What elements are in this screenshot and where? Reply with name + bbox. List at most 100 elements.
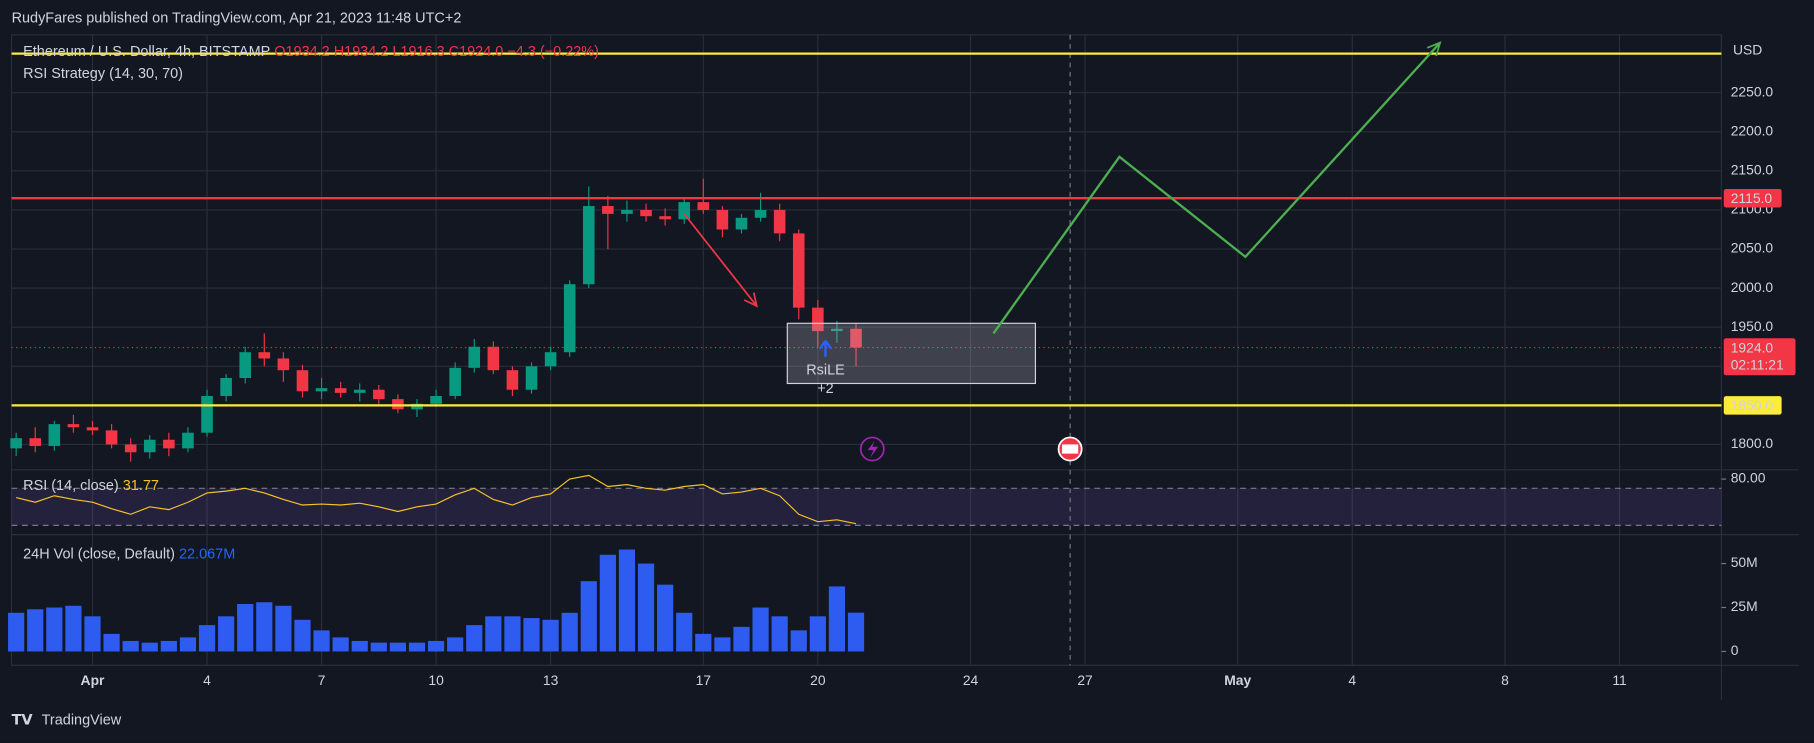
volume-bar <box>332 637 349 652</box>
candle-body <box>353 389 366 393</box>
candle-body <box>10 438 22 449</box>
volume-bar <box>676 612 693 652</box>
level-label-box <box>1723 188 1782 208</box>
volume-bar <box>427 640 445 652</box>
candle-body <box>220 378 232 396</box>
candle-body <box>525 366 538 390</box>
candle-body <box>678 202 691 220</box>
volume-bar <box>695 633 712 652</box>
volume-bar <box>313 630 330 652</box>
candle-body <box>315 388 328 392</box>
y-tick-label: 50M <box>1731 554 1758 570</box>
volume-bar <box>198 625 216 652</box>
volume-value: 22.067M <box>179 546 235 562</box>
candle-body <box>105 430 118 445</box>
candle-body <box>143 439 156 453</box>
y-tick-label: 2250.0 <box>1731 83 1774 99</box>
volume-bar <box>466 625 483 652</box>
marks <box>8 41 1722 652</box>
candle-body <box>812 307 824 332</box>
candle-body <box>792 233 805 308</box>
candle-body <box>124 444 137 453</box>
x-tick-label: May <box>1224 672 1251 688</box>
candle-body <box>773 209 786 234</box>
volume-bar <box>141 642 158 652</box>
x-tick-label: 24 <box>963 672 979 688</box>
candle-body <box>468 346 481 368</box>
candle-body <box>831 328 843 332</box>
low: L1916.3 <box>392 44 444 60</box>
countdown: 02:11:21 <box>1731 357 1784 373</box>
projection-head <box>1426 41 1442 57</box>
footer[interactable]: TradingView <box>42 713 122 729</box>
symbol: Ethereum / U.S. Dollar, 4h, BITSTAMP <box>23 44 270 60</box>
change: −4.3 (−0.22%) <box>507 44 599 60</box>
candle-body <box>602 206 614 214</box>
volume-bar <box>733 626 750 652</box>
candle-body <box>716 209 729 230</box>
volume-bar <box>122 640 139 652</box>
y-tick-label: 1950.0 <box>1731 318 1774 334</box>
candle-body <box>640 209 652 217</box>
price-legend: Ethereum / U.S. Dollar, 4h, BITSTAMP O19… <box>23 44 599 60</box>
candle-body <box>850 328 862 348</box>
volume-title: 24H Vol (close, Default) <box>23 546 175 562</box>
volume-bar <box>561 612 578 652</box>
volume-bar <box>389 642 407 652</box>
candle-body <box>239 352 251 379</box>
x-tick-label: 11 <box>1612 672 1627 688</box>
volume-bar <box>847 612 865 652</box>
rsi-title: RSI (14, close) <box>23 478 119 494</box>
volume-bar <box>103 633 120 652</box>
rsi-line <box>16 474 857 525</box>
candle-body <box>258 352 271 359</box>
volume-bar <box>618 549 636 652</box>
candle-body <box>659 216 671 220</box>
y-tick-label: 25M <box>1731 598 1758 614</box>
volume-bar <box>580 581 597 652</box>
candle-body <box>582 206 595 285</box>
volume-bar <box>179 637 197 652</box>
y-tick-label: 2050.0 <box>1731 240 1774 256</box>
volume-bar <box>46 607 63 652</box>
candle-body <box>182 432 194 449</box>
candle-body <box>67 424 80 428</box>
candle-body <box>201 395 213 433</box>
volume-bar <box>790 630 807 652</box>
rsi-legend: RSI (14, close) 31.77 <box>23 478 159 494</box>
rsi-value: 31.77 <box>123 478 159 494</box>
y-tick-label: 2000.0 <box>1731 279 1774 295</box>
x-tick-label: 10 <box>428 672 444 688</box>
volume-bar <box>237 604 254 652</box>
candle-body <box>163 439 175 449</box>
volume-bar <box>27 609 44 652</box>
volume-bar <box>657 584 674 652</box>
y-tick-label: 80.00 <box>1731 470 1766 486</box>
volume-legend: 24H Vol (close, Default) 22.067M <box>23 546 235 562</box>
x-tick-label: 7 <box>318 672 326 688</box>
y-tick-label: 2200.0 <box>1731 122 1774 138</box>
rsi-band <box>11 488 1722 526</box>
x-tick-label: Apr <box>81 672 105 688</box>
candle-body <box>697 202 710 210</box>
flag <box>1062 444 1079 454</box>
y-tick-label: 1800.0 <box>1731 435 1774 451</box>
volume-bar <box>828 586 846 652</box>
volume-bar <box>160 640 177 652</box>
volume-bar <box>218 616 235 652</box>
volume-bar <box>771 616 788 652</box>
volume-bar <box>447 637 464 652</box>
volume-bar <box>485 616 502 652</box>
volume-bar <box>408 642 426 652</box>
volume-bar <box>256 602 273 652</box>
volume-bar <box>8 612 25 652</box>
candle-body <box>449 367 461 396</box>
level-label: 1850.0 <box>1731 397 1774 413</box>
logo[interactable]: 𝗧𝗩 <box>12 713 33 729</box>
plot-area <box>10 34 1723 666</box>
currency: USD <box>1733 42 1762 58</box>
x-tick-label: 8 <box>1501 672 1509 688</box>
candle-body <box>487 346 500 371</box>
x-tick-label: 4 <box>203 672 211 688</box>
